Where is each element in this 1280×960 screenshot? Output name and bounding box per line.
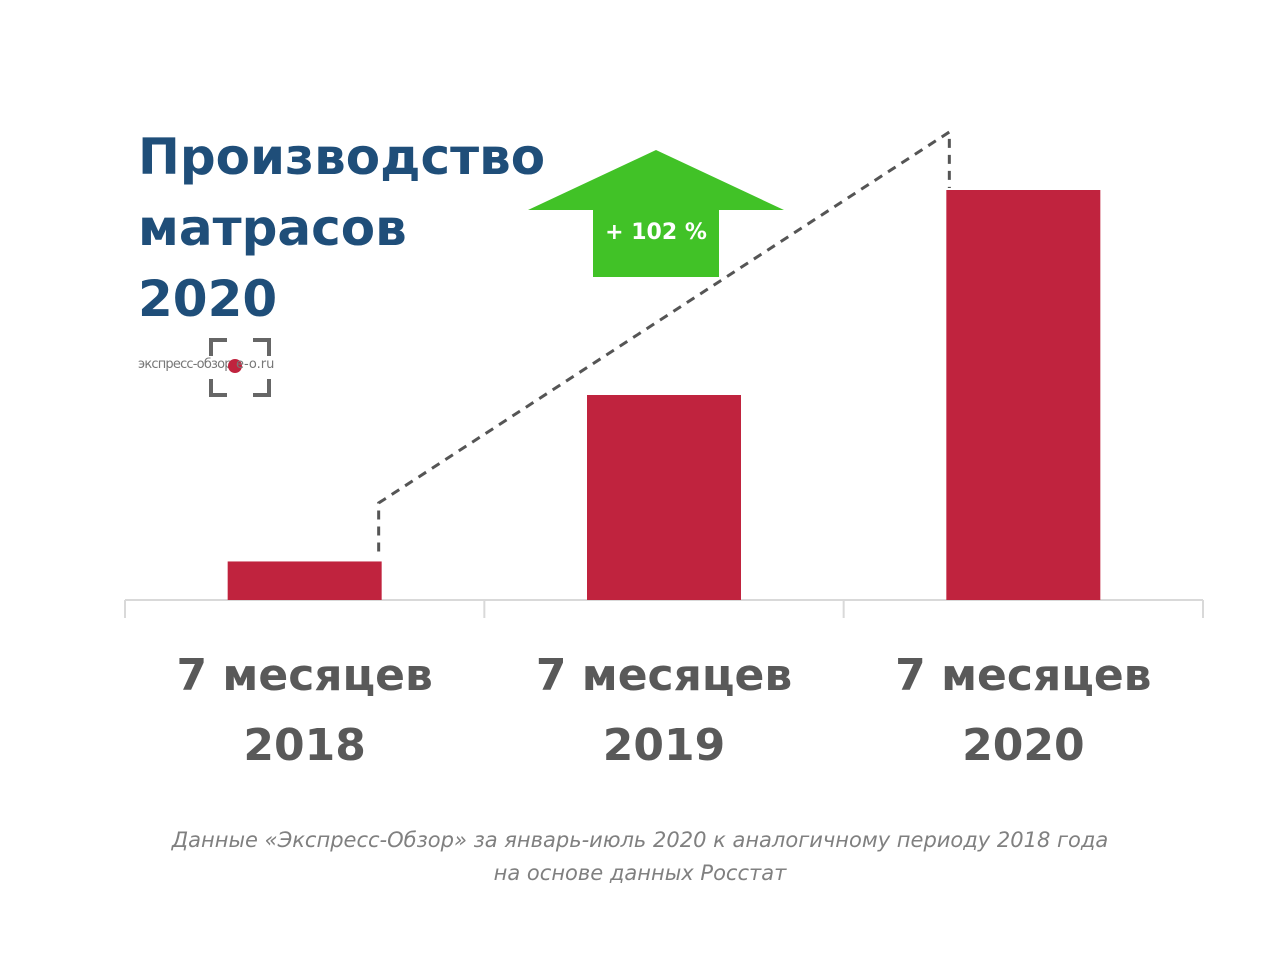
logo-bracket [209,338,227,356]
bar [587,395,741,600]
category-label: 7 месяцев [536,650,792,701]
category-label: 7 месяцев [895,650,1151,701]
logo-bracket [253,338,271,356]
logo-bracket [253,379,271,397]
logo-text: экспресс-обзор [138,357,233,372]
category-label: 2020 [962,720,1084,771]
bar [227,561,382,600]
logo-dot-icon [228,359,242,373]
chart-title: Производство матрасов 2020 [138,122,558,335]
footnote-line: Данные «Экспресс-Обзор» за январь-июль 2… [171,828,1109,852]
logo-domain: e-o.ru [236,357,275,372]
footnote-line: на основе данных Росстат [493,861,787,885]
title-line: Производство [138,128,546,186]
title-line: 2020 [138,270,278,328]
category-label: 2019 [603,720,725,771]
title-line: матрасов [138,199,407,257]
growth-trend-line [377,129,951,552]
category-label: 7 месяцев [176,650,432,701]
category-label: 2018 [243,720,365,771]
logo-bracket [209,379,227,397]
bar [946,190,1101,600]
growth-label: + 102 % [605,220,707,245]
footnote: Данные «Экспресс-Обзор» за январь-июль 2… [0,824,1280,890]
growth-arrow-icon [528,150,784,277]
logo: экспресс-обзор e-o.ru [138,336,308,398]
